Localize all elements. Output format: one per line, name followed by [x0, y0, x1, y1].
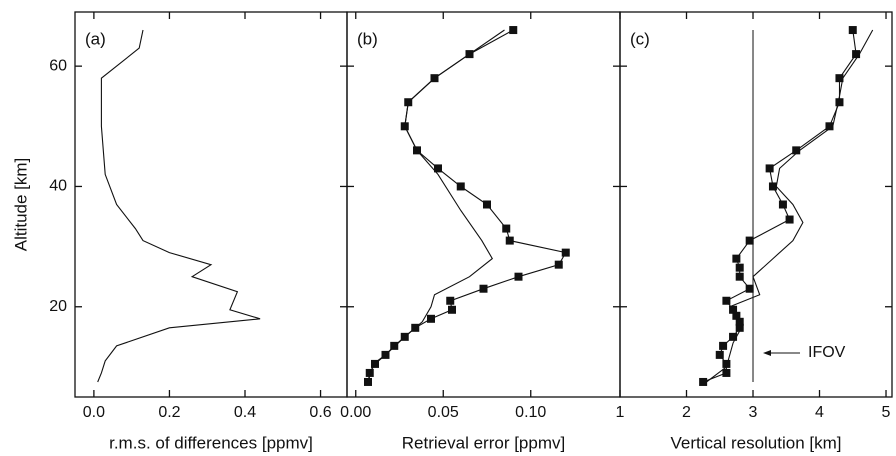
- marker: [479, 284, 488, 293]
- marker: [509, 26, 518, 35]
- panel-label: (a): [85, 29, 106, 48]
- marker: [715, 350, 724, 359]
- x-tick-label: 2: [682, 404, 691, 421]
- x-tick-label: 0.6: [309, 404, 331, 421]
- x-tick-label: 4: [815, 404, 824, 421]
- marker: [825, 122, 834, 131]
- marker: [735, 263, 744, 272]
- panel-label: (b): [357, 29, 378, 48]
- x-tick-label: 0.0: [83, 404, 105, 421]
- marker: [502, 224, 511, 233]
- marker: [722, 359, 731, 368]
- annotation: IFOV: [808, 344, 846, 361]
- marker: [745, 236, 754, 245]
- marker: [483, 200, 491, 209]
- x-axis-label: Retrieval error [ppmv]: [402, 433, 565, 452]
- x-tick-label: 0.10: [515, 404, 546, 421]
- marker: [835, 74, 844, 83]
- series-line: [97, 29, 261, 383]
- x-tick-label: 3: [749, 404, 758, 421]
- marker: [446, 296, 455, 305]
- marker: [427, 314, 435, 323]
- plot-frame: [619, 11, 893, 398]
- marker: [729, 332, 738, 341]
- marker: [745, 284, 754, 293]
- marker: [732, 254, 741, 263]
- x-axis-label: r.m.s. of differences [ppmv]: [109, 433, 313, 452]
- marker: [365, 368, 374, 377]
- x-tick-label: 5: [882, 404, 891, 421]
- marker: [434, 164, 442, 173]
- marker: [729, 305, 738, 314]
- series-line: [706, 29, 874, 383]
- marker: [835, 98, 844, 107]
- x-tick-label: 0.00: [340, 404, 371, 421]
- marker: [699, 377, 708, 386]
- ifov-arrowhead: [763, 350, 772, 356]
- marker: [768, 182, 777, 191]
- y-tick-label: 60: [49, 57, 67, 74]
- x-axis-label: Vertical resolution [km]: [670, 433, 841, 452]
- marker: [735, 272, 744, 281]
- marker: [371, 359, 379, 368]
- marker: [785, 215, 794, 224]
- marker: [719, 341, 728, 350]
- marker: [722, 368, 731, 377]
- x-tick-label: 0.2: [158, 404, 180, 421]
- x-tick-label: 0.4: [234, 404, 256, 421]
- y-tick-label: 40: [49, 178, 67, 195]
- plot-frame: [74, 11, 348, 398]
- series-line: [367, 29, 505, 383]
- marker: [735, 323, 744, 332]
- y-axis-label: Altitude [km]: [11, 158, 30, 252]
- marker: [735, 317, 744, 326]
- marker: [561, 248, 570, 257]
- marker: [778, 200, 787, 209]
- marker: [390, 341, 399, 350]
- x-tick-label: 1: [616, 404, 625, 421]
- x-tick-label: 0.05: [428, 404, 459, 421]
- marker: [514, 272, 523, 281]
- marker: [554, 260, 563, 269]
- series-line: [367, 29, 567, 383]
- y-tick-label: 20: [49, 298, 67, 315]
- marker: [848, 26, 857, 35]
- marker: [792, 146, 801, 155]
- marker: [456, 182, 465, 191]
- marker: [765, 164, 774, 173]
- marker: [448, 305, 456, 314]
- marker: [852, 50, 861, 59]
- marker: [722, 296, 731, 305]
- marker: [505, 236, 514, 245]
- panel-label: (c): [630, 29, 650, 48]
